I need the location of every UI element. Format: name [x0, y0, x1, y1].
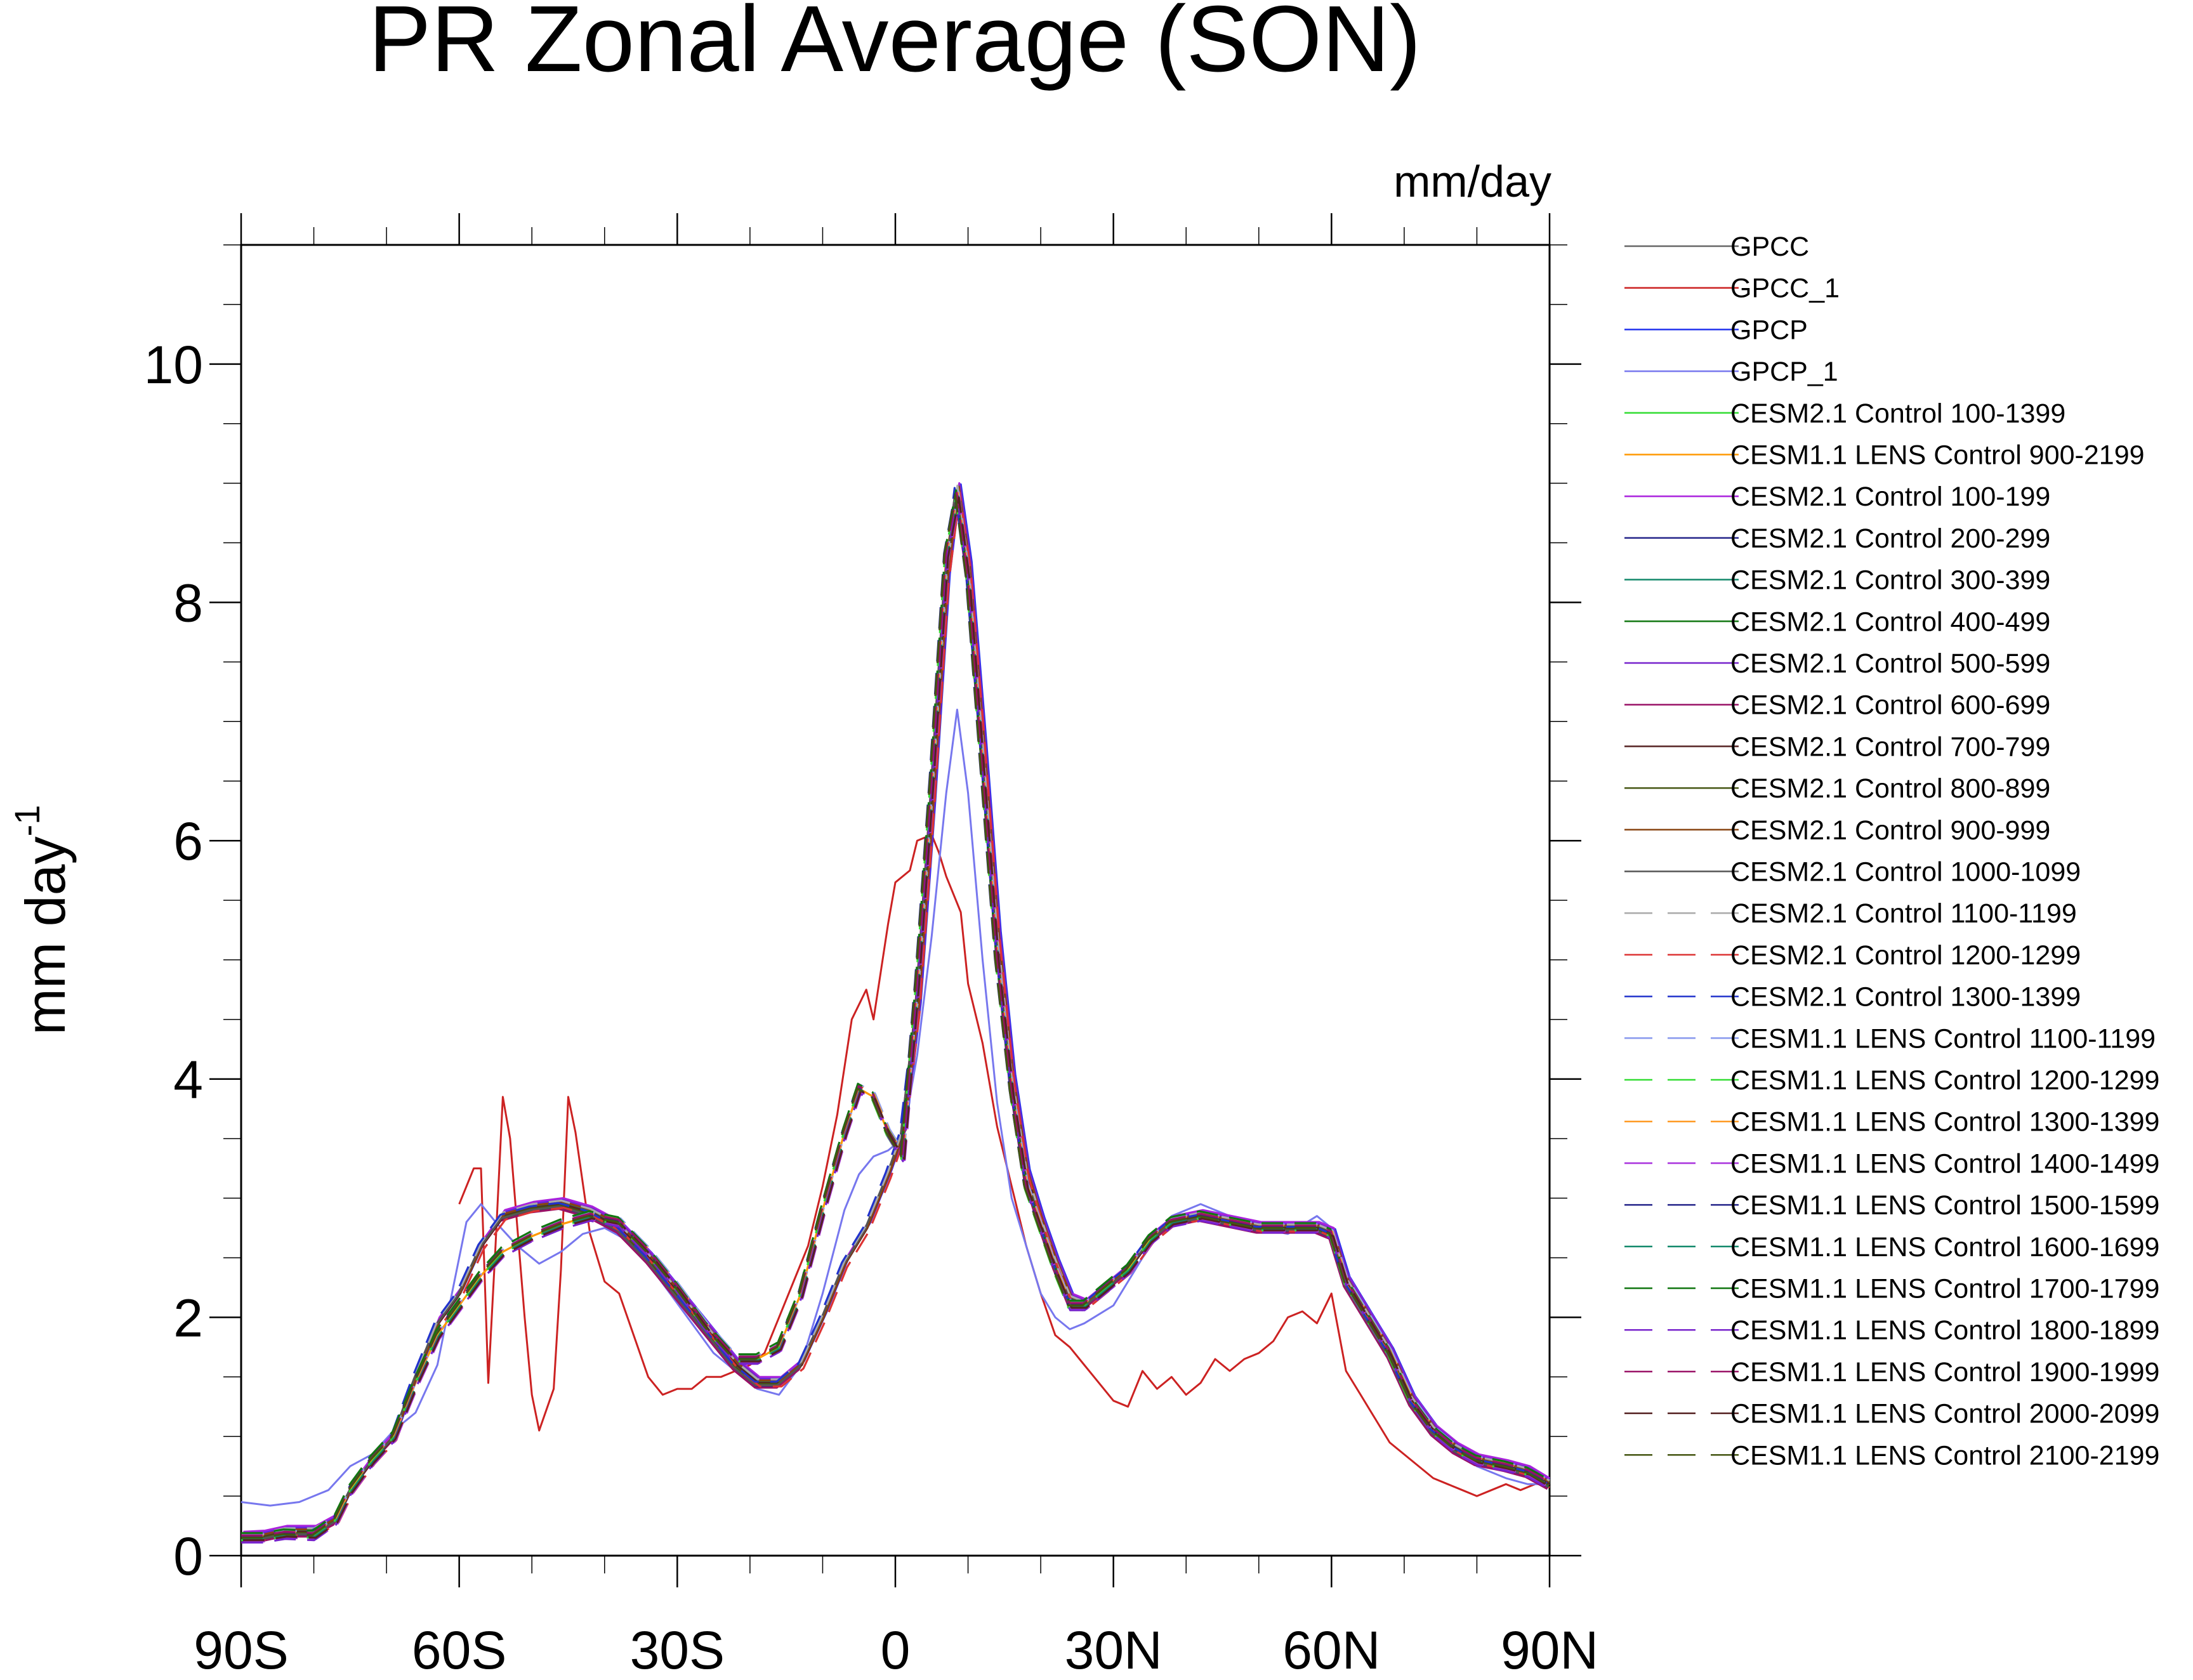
y-axis: 0 2 4 6 8 10 — [144, 244, 1581, 1586]
series-line — [241, 499, 1550, 1544]
legend-label: CESM2.1 Control 700-799 — [1730, 732, 2050, 762]
y-tick-label: 10 — [144, 335, 203, 395]
x-tick-label: 90N — [1501, 1620, 1598, 1680]
y-tick-label: 2 — [173, 1288, 203, 1348]
series-line — [458, 834, 1536, 1497]
x-tick-label: 60S — [412, 1620, 506, 1680]
legend-label: CESM1.1 LENS Control 2000-2099 — [1730, 1399, 2159, 1429]
legend-label: CESM2.1 Control 200-299 — [1730, 523, 2050, 554]
y-tick-label: 0 — [173, 1526, 203, 1586]
legend-label: CESM2.1 Control 1000-1099 — [1730, 857, 2081, 888]
series-line — [240, 492, 1548, 1544]
legend-label: CESM2.1 Control 800-899 — [1730, 773, 2050, 804]
series-line — [242, 488, 1550, 1539]
x-tick-label: 30N — [1065, 1620, 1162, 1680]
series-line — [241, 496, 1549, 1542]
series-line — [242, 485, 1550, 1537]
legend-label: CESM1.1 LENS Control 1500-1599 — [1730, 1190, 2159, 1221]
y-axis-label-base: mm day — [14, 836, 77, 1035]
legend-label: GPCC_1 — [1730, 273, 1840, 304]
legend-label: CESM2.1 Control 400-499 — [1730, 607, 2050, 637]
series-line — [243, 482, 1550, 1533]
legend: GPCC GPCC_1 GPCP GPCP_1 CESM2.1 Control 100-… — [1624, 232, 2159, 1471]
legend-label: CESM1.1 LENS Control 1800-1899 — [1730, 1315, 2159, 1346]
legend-label: CESM2.1 Control 1100-1199 — [1730, 898, 2077, 929]
series-line — [242, 485, 1550, 1537]
legend-label: CESM1.1 LENS Control 1700-1799 — [1730, 1274, 2159, 1304]
legend-label: CESM1.1 LENS Control 1600-1699 — [1730, 1232, 2159, 1263]
series-line — [242, 490, 1550, 1535]
series-line — [240, 709, 1550, 1507]
chart-title: PR Zonal Average (SON) — [369, 0, 1421, 91]
x-tick-label: 90S — [194, 1620, 288, 1680]
series-line — [240, 488, 1550, 1539]
legend-label: CESM2.1 Control 100-199 — [1730, 482, 2050, 512]
legend-label: CESM1.1 LENS Control 1200-1299 — [1730, 1065, 2159, 1096]
series-line — [244, 483, 1550, 1534]
series-line — [242, 495, 1550, 1540]
legend-label: GPCC — [1730, 232, 1809, 262]
legend-label: CESM2.1 Control 600-699 — [1730, 690, 2050, 721]
legend-label: CESM1.1 LENS Control 2100-2199 — [1730, 1440, 2159, 1471]
x-tick-label: 60N — [1282, 1620, 1380, 1680]
series-line — [240, 492, 1549, 1543]
legend-label: CESM2.1 Control 1300-1399 — [1730, 982, 2081, 1013]
legend-label: CESM1.1 LENS Control 900-2199 — [1730, 440, 2145, 471]
legend-label: CESM2.1 Control 300-399 — [1730, 565, 2050, 596]
legend-label: CESM1.1 LENS Control 1100-1199 — [1730, 1023, 2156, 1054]
legend-label: CESM2.1 Control 500-599 — [1730, 648, 2050, 679]
plot-border — [240, 244, 1551, 1557]
units-label: mm/day — [1393, 157, 1551, 206]
legend-label: CESM1.1 LENS Control 1900-1999 — [1730, 1357, 2159, 1388]
legend-label: CESM1.1 LENS Control 1300-1399 — [1730, 1107, 2159, 1138]
legend-label: GPCP_1 — [1730, 357, 1838, 387]
series-line — [241, 494, 1548, 1539]
x-tick-label: 0 — [881, 1620, 911, 1680]
legend-label: CESM2.1 Control 100-1399 — [1730, 398, 2065, 429]
plot-frame — [240, 244, 1551, 1557]
x-tick-label: 30S — [630, 1620, 725, 1680]
legend-label: CESM2.1 Control 900-999 — [1730, 815, 2050, 846]
y-axis-label: mm day-1 — [7, 805, 77, 1035]
series-lines — [240, 482, 1550, 1544]
legend-label: CESM1.1 LENS Control 1400-1499 — [1730, 1148, 2159, 1179]
x-axis: 90S 60S 30S 0 30N 60N 90N — [194, 213, 1598, 1680]
series-line — [240, 490, 1548, 1542]
y-axis-label-exponent: -1 — [7, 805, 47, 837]
series-line — [244, 484, 1550, 1535]
legend-label: CESM2.1 Control 1200-1299 — [1730, 940, 2081, 971]
series-line — [242, 492, 1550, 1537]
y-tick-label: 4 — [173, 1050, 203, 1110]
series-line — [242, 487, 1550, 1538]
y-tick-label: 8 — [173, 573, 203, 633]
legend-label: GPCP — [1730, 315, 1808, 345]
y-tick-label: 6 — [173, 811, 203, 871]
series-line — [242, 496, 1550, 1542]
series-line — [241, 484, 1550, 1535]
series-line — [241, 489, 1550, 1534]
series-line — [241, 492, 1550, 1537]
